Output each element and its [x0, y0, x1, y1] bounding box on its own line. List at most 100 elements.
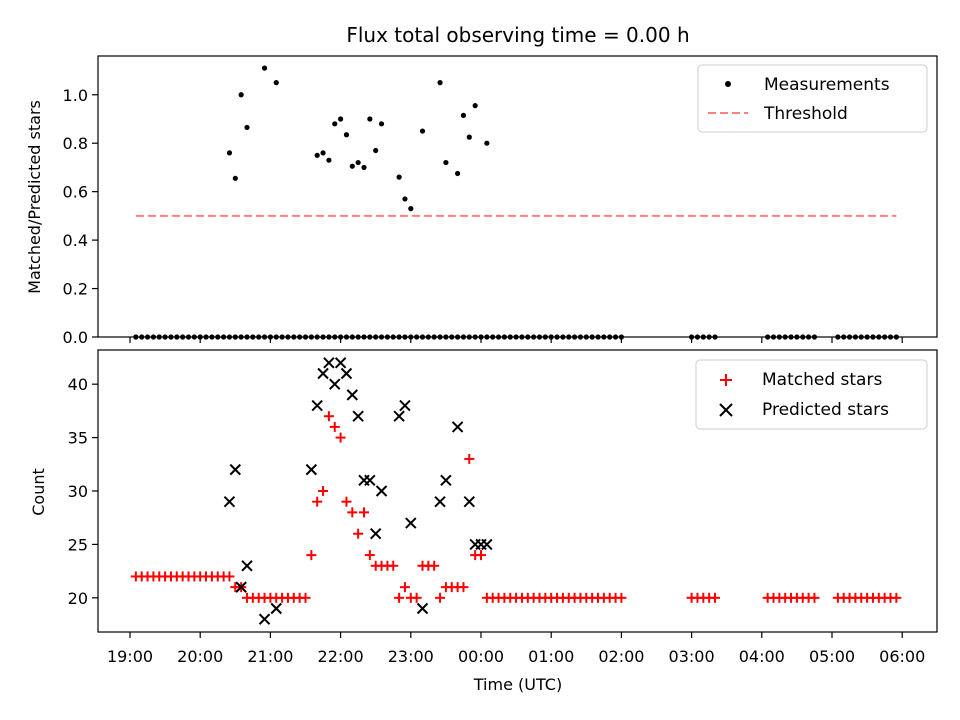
legend-predicted-label: Predicted stars: [762, 400, 889, 420]
predicted-star-point: [317, 367, 329, 380]
matched-star-point: [388, 560, 399, 571]
matched-star-point: [464, 453, 475, 464]
top-y-tick-label: 1.0: [63, 86, 88, 105]
matched-star-point: [809, 592, 820, 603]
matched-star-point: [306, 550, 317, 561]
matched-stars-points: [130, 411, 902, 603]
measurement-point: [402, 196, 408, 202]
bottom-y-tick-label: 30: [68, 482, 88, 501]
matched-star-point: [323, 411, 334, 422]
measurement-point: [355, 159, 361, 166]
measurement-point: [273, 80, 279, 86]
measurement-point: [419, 128, 426, 134]
predicted-stars-points: [223, 357, 493, 625]
top-y-tick-label: 0.2: [63, 280, 88, 299]
bottom-x-tick-label: 05:00: [809, 647, 855, 666]
measurement-point: [472, 103, 478, 109]
bottom-y-tick-label: 35: [68, 429, 88, 448]
bottom-x-tick-label: 00:00: [458, 647, 504, 666]
predicted-star-point: [235, 581, 247, 593]
measurement-point: [238, 92, 244, 98]
measurement-point: [320, 150, 326, 156]
predicted-star-point: [364, 474, 376, 487]
bottom-legend: Matched stars Predicted stars: [695, 359, 928, 430]
bottom-y-tick-label: 20: [68, 589, 88, 608]
predicted-star-point: [346, 389, 359, 401]
top-y-axis-label: Matched/Predicted stars: [25, 100, 44, 294]
bottom-x-tick-label: 20:00: [177, 647, 223, 666]
bottom-x-tick-label: 19:00: [107, 647, 153, 666]
matched-star-point: [359, 507, 369, 518]
matched-star-point: [318, 486, 329, 496]
top-legend-box: [697, 64, 928, 133]
top-y-tick-label: 0.8: [63, 134, 88, 153]
matched-star-point: [394, 592, 405, 603]
predicted-star-point: [405, 517, 417, 529]
bottom-x-axis-label: Time (UTC): [473, 675, 562, 694]
legend-measurements-label: Measurements: [764, 75, 890, 95]
bottom-x-tick-label: 23:00: [388, 647, 434, 666]
matched-star-point: [335, 432, 346, 443]
bottom-y-ticks: 20 25 30 35 40: [68, 375, 98, 608]
bottom-legend-box: [695, 359, 928, 430]
matched-star-point: [458, 582, 469, 593]
matched-star-point: [476, 550, 486, 561]
measurement-point: [338, 116, 344, 122]
matched-star-point: [411, 592, 422, 603]
predicted-star-point: [440, 474, 452, 487]
matched-star-point: [300, 592, 311, 603]
predicted-star-point: [416, 602, 429, 615]
predicted-star-point: [352, 410, 364, 422]
bottom-x-tick-label: 04:00: [739, 647, 785, 666]
matched-star-point: [429, 560, 440, 571]
predicted-star-point: [375, 485, 388, 497]
bottom-x-tick-label: 21:00: [247, 647, 293, 666]
measurement-point: [326, 157, 332, 163]
legend-matched-label: Matched stars: [762, 370, 882, 390]
predicted-star-point: [311, 399, 323, 412]
predicted-star-point: [451, 421, 464, 433]
measurement-point: [484, 140, 490, 146]
bottom-y-tick-label: 25: [68, 535, 88, 554]
top-plot-frame: [97, 55, 938, 338]
bottom-panel: Count Time (UTC) 20 25 30 35 40 19:00 20:00 21…: [29, 349, 938, 694]
predicted-star-point: [241, 560, 253, 572]
measurement-point: [349, 163, 355, 169]
top-y-tick-label: 0.4: [63, 231, 88, 250]
measurement-point: [373, 147, 379, 154]
measurement-point: [396, 174, 402, 180]
top-panel: Flux total observing time = 0.00 h Match…: [25, 23, 938, 347]
measurement-point: [343, 132, 350, 138]
measurement-point: [367, 116, 373, 122]
predicted-star-point: [329, 378, 341, 390]
matched-star-point: [347, 507, 358, 518]
top-y-tick-label: 0.0: [63, 328, 88, 347]
bottom-y-tick-label: 40: [68, 375, 88, 394]
bottom-x-tick-label: 01:00: [528, 647, 574, 666]
top-y-ticks: 0.0 0.2 0.4 0.6 0.8 1.0: [63, 86, 98, 347]
measurement-point: [361, 164, 367, 171]
measurement-point: [332, 121, 338, 127]
matched-star-point: [312, 496, 323, 507]
measurement-point: [466, 134, 472, 140]
predicted-star-point: [270, 602, 282, 615]
measurement-point: [378, 121, 385, 127]
predicted-star-point: [481, 538, 493, 551]
predicted-star-point: [334, 357, 347, 369]
matched-star-point: [435, 592, 446, 603]
measurement-point: [460, 112, 467, 118]
bottom-x-tick-label: 22:00: [318, 647, 364, 666]
predicted-star-point: [393, 410, 405, 422]
predicted-star-point: [229, 463, 242, 476]
matched-star-point: [224, 571, 235, 582]
bottom-x-tick-label: 02:00: [598, 647, 644, 666]
legend-predicted-marker: [719, 403, 733, 417]
matched-star-point: [329, 421, 340, 432]
legend-measurements-marker: [725, 81, 731, 87]
predicted-star-point: [340, 367, 353, 380]
measurement-point: [443, 159, 449, 166]
measurement-point: [261, 65, 268, 71]
matched-star-point: [891, 592, 902, 603]
predicted-star-point: [323, 357, 335, 369]
